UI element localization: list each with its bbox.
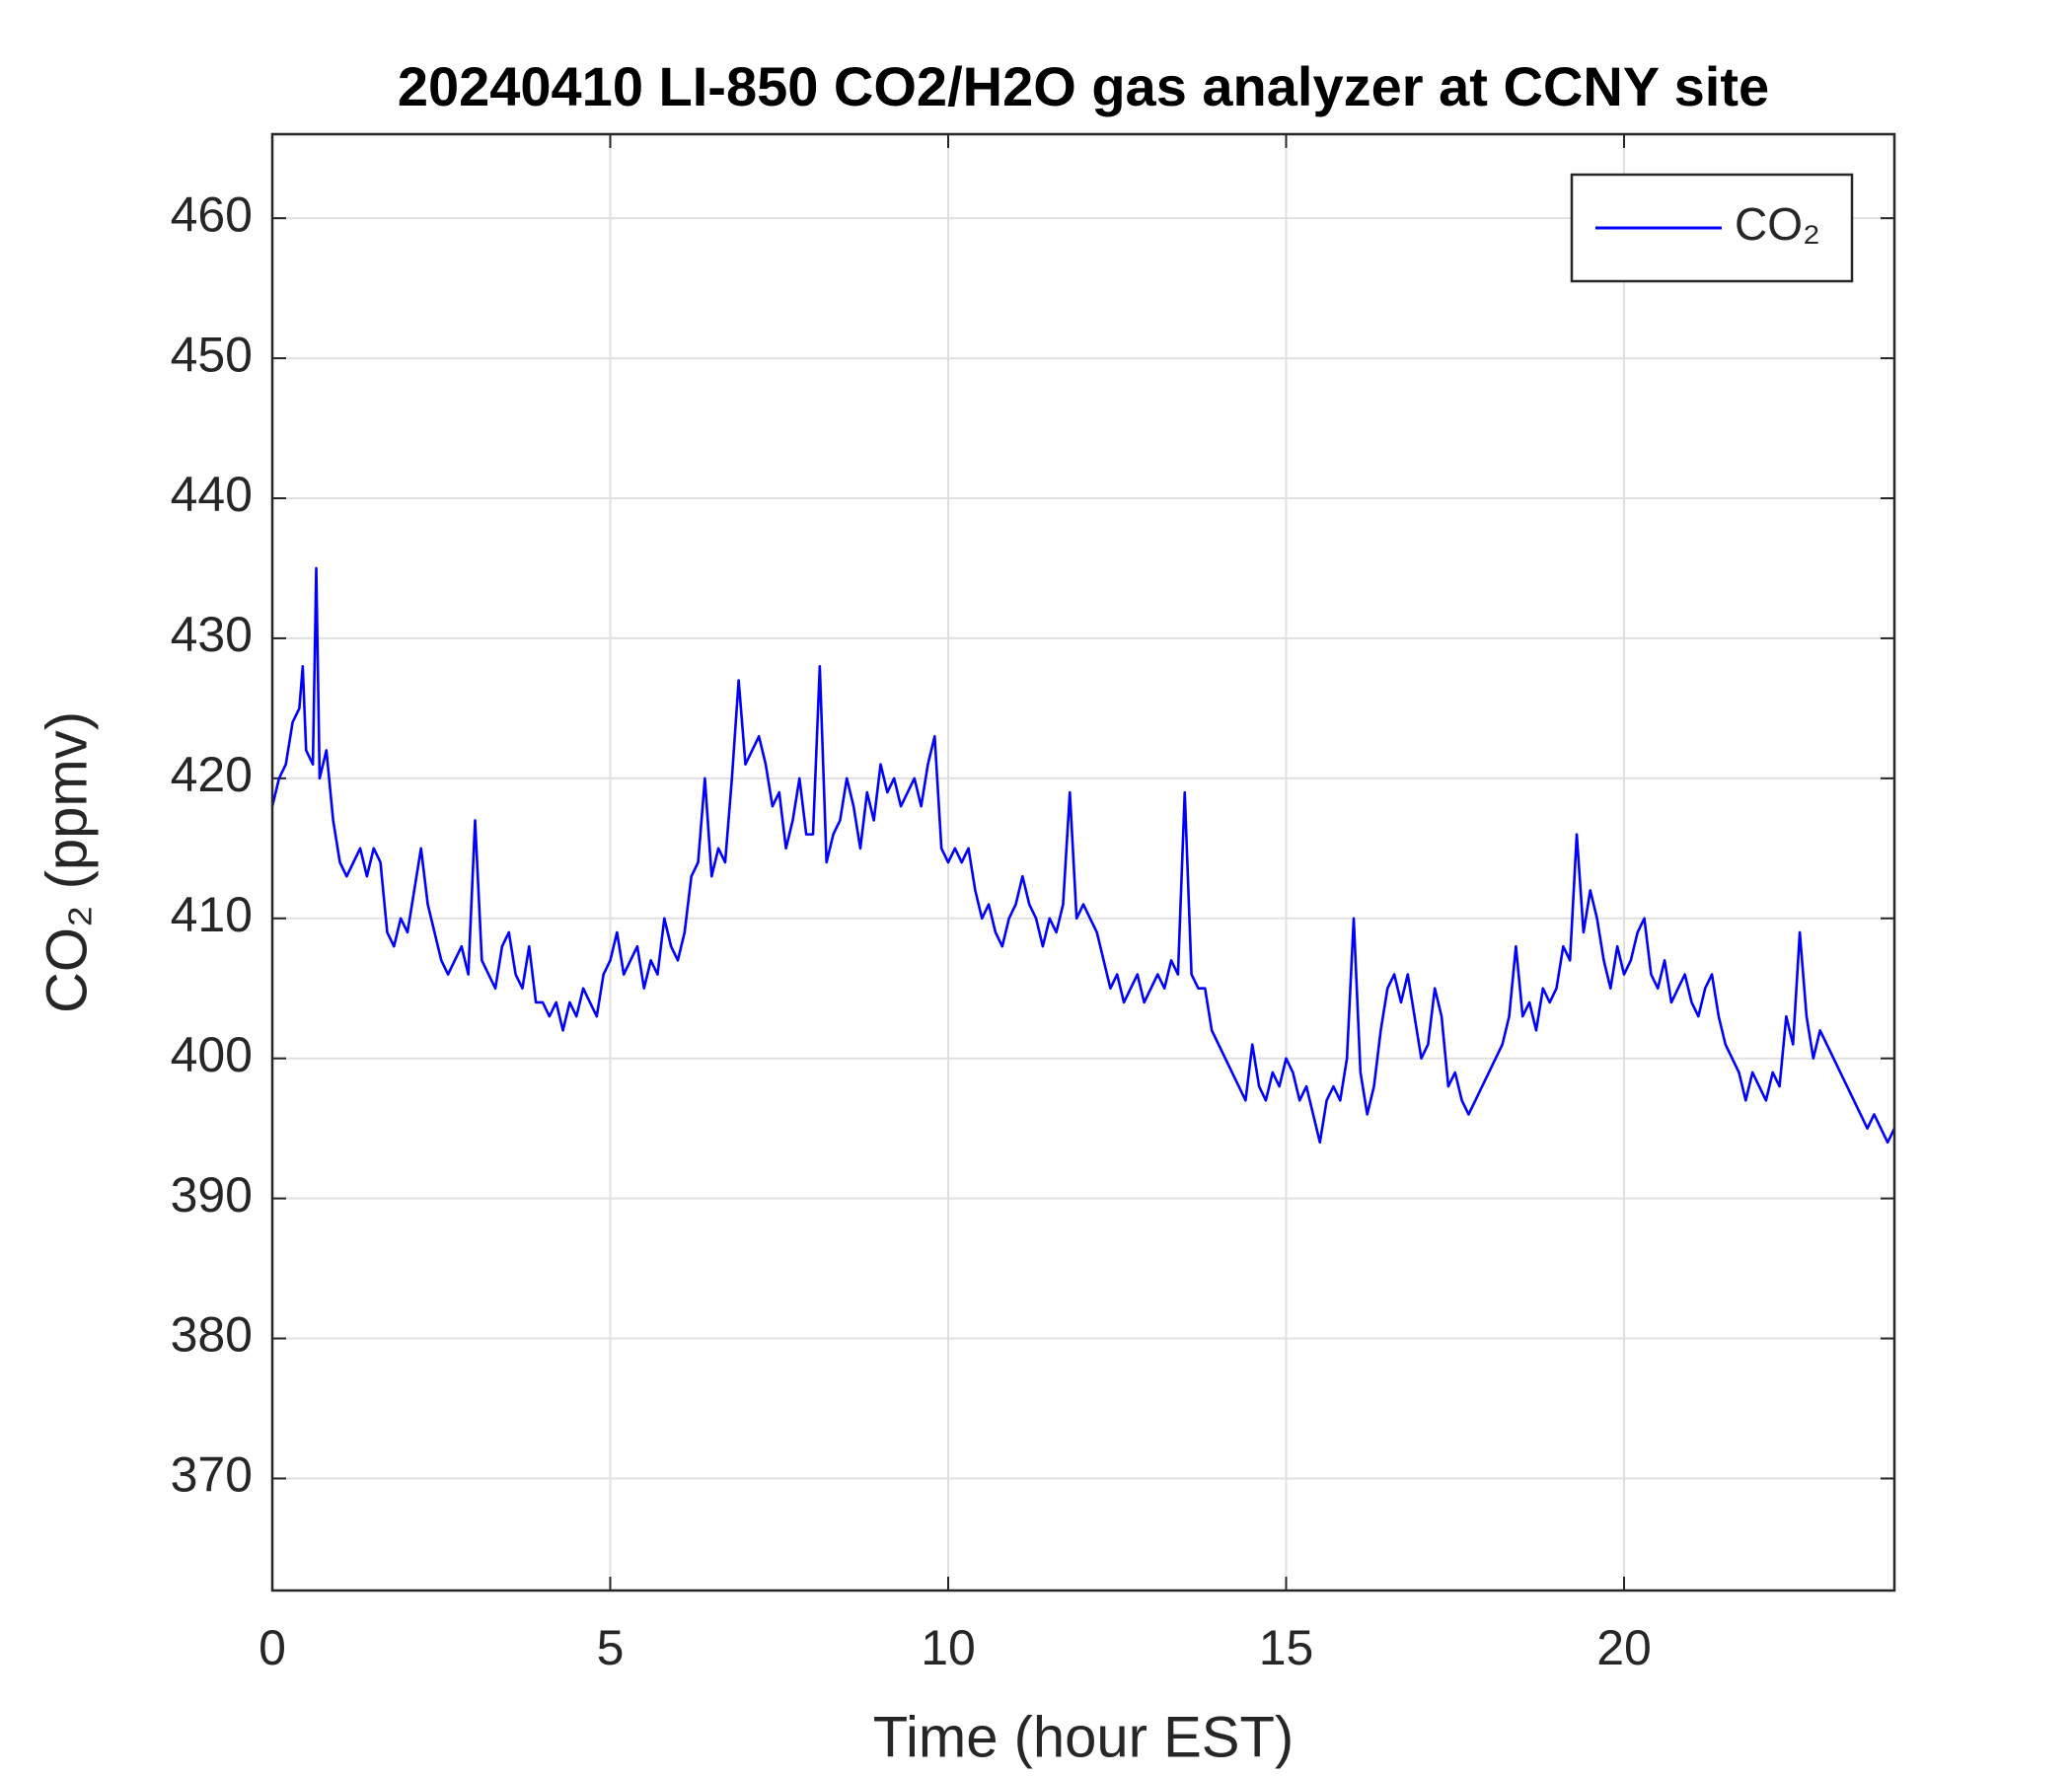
y-axis-label: CO₂ (ppmv) [35, 711, 99, 1013]
axes-box [270, 132, 1896, 1592]
y-tick-label: 450 [171, 327, 253, 382]
y-tick-label: 400 [171, 1027, 253, 1082]
y-tick-label: 430 [171, 607, 253, 662]
y-tick-label: 380 [171, 1307, 253, 1363]
x-tick-label: 5 [597, 1620, 625, 1675]
chart-title: 20240410 LI-850 CO2/H2O gas analyzer at … [398, 55, 1769, 117]
y-tick-label: 460 [171, 186, 253, 242]
x-tick-label: 20 [1596, 1620, 1652, 1675]
plot-area: 370 380 390 400 410 420 430 440 450 460 0 5 10 15 20 [171, 132, 1896, 1675]
x-axis-label: Time (hour EST) [873, 1705, 1294, 1769]
y-tick-label: 440 [171, 467, 253, 522]
y-tick-label: 390 [171, 1167, 253, 1222]
data-line [270, 566, 1896, 1145]
legend-label: CO₂ [1735, 198, 1820, 250]
x-tick-label: 10 [921, 1620, 976, 1675]
y-tick-label: 370 [171, 1447, 253, 1503]
y-tick-label: 410 [171, 887, 253, 942]
legend: CO₂ [1570, 173, 1854, 283]
x-tick-label: 15 [1259, 1620, 1314, 1675]
x-tick-label: 0 [259, 1620, 286, 1675]
y-tick-label: 420 [171, 747, 253, 802]
